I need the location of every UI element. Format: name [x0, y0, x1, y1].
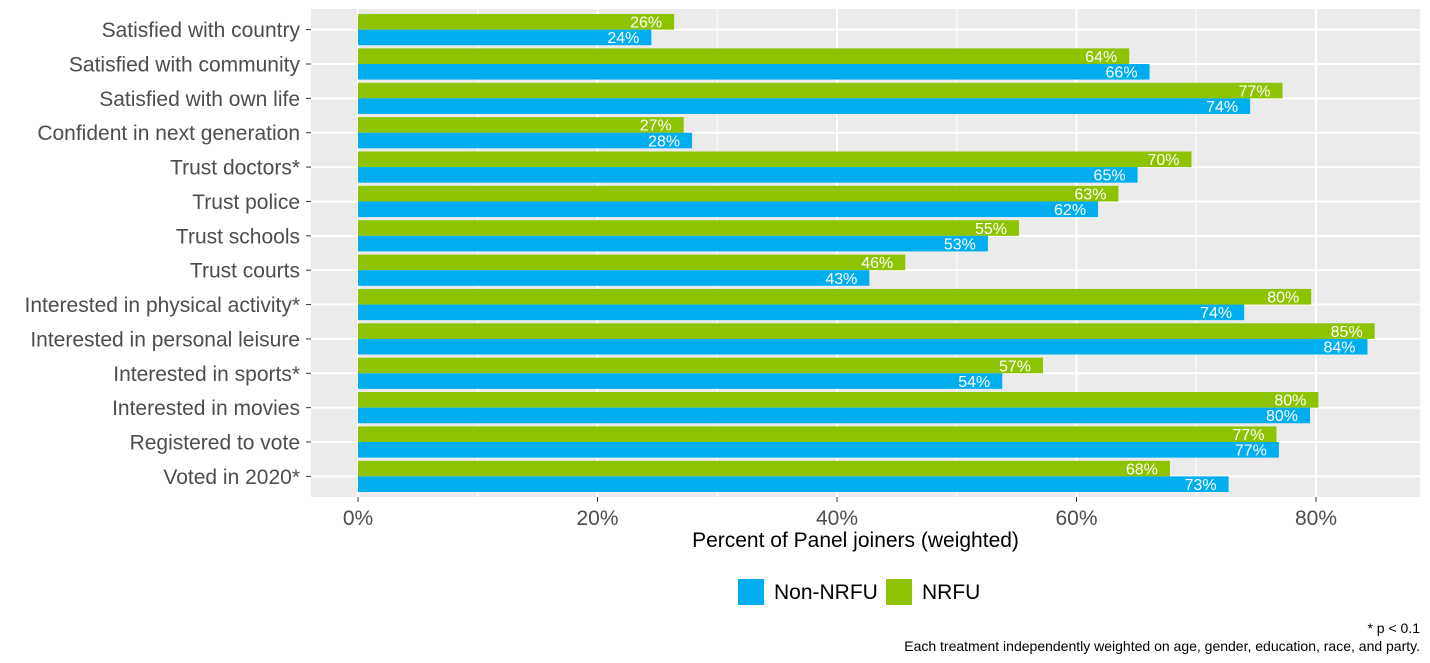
bar-non-nrfu [358, 407, 1311, 424]
bar-nrfu [358, 48, 1130, 64]
category-label: Interested in movies [112, 397, 300, 420]
category-label: Interested in personal leisure [30, 328, 300, 351]
bar-non-nrfu [358, 201, 1099, 218]
bar-nrfu [358, 82, 1283, 99]
bar-label-nrfu: 26% [630, 15, 662, 32]
caption: * p < 0.1 Each treatment independently we… [904, 620, 1420, 654]
caption-line: Each treatment independently weighted on… [904, 638, 1420, 654]
category-label: Trust police [192, 191, 300, 214]
category-label: Confident in next generation [37, 122, 300, 145]
bar-non-nrfu [358, 29, 652, 46]
bar-label-non-nrfu: 54% [958, 374, 990, 391]
bar-non-nrfu [358, 63, 1150, 80]
bar-label-nrfu: 46% [861, 255, 893, 272]
category-label: Satisfied with country [102, 19, 301, 42]
category-label: Trust doctors* [170, 157, 300, 180]
bar-label-nrfu: 64% [1085, 49, 1117, 66]
category-label: Interested in physical activity* [25, 294, 300, 317]
bars-group [358, 14, 1375, 492]
bar-non-nrfu [358, 476, 1229, 492]
bar-label-nrfu: 55% [975, 221, 1007, 238]
bar-non-nrfu [358, 304, 1245, 321]
y-axis: Satisfied with country Satisfied with com… [25, 19, 311, 489]
bar-nrfu [358, 151, 1192, 168]
x-tick-label: 0% [343, 507, 373, 530]
legend-label: NRFU [922, 581, 980, 604]
legend-key [738, 579, 764, 605]
category-label: Satisfied with own life [99, 88, 300, 111]
bar-nrfu [358, 426, 1277, 443]
bar-label-non-nrfu: 24% [607, 30, 639, 47]
bar-non-nrfu [358, 167, 1138, 183]
category-label: Registered to vote [130, 432, 300, 455]
bar-nrfu [358, 185, 1119, 202]
x-tick-label: 40% [816, 507, 858, 530]
bar-label-nrfu: 57% [999, 358, 1031, 375]
category-label: Interested in sports* [113, 363, 300, 386]
bar-label-non-nrfu: 73% [1185, 477, 1217, 494]
x-tick-label: 80% [1295, 507, 1337, 530]
bar-label-non-nrfu: 84% [1323, 340, 1355, 357]
legend-label: Non-NRFU [774, 581, 878, 604]
legend: Non-NRFU NRFU [738, 579, 980, 605]
bar-non-nrfu [358, 235, 988, 252]
bar-label-non-nrfu: 74% [1206, 99, 1238, 116]
bar-non-nrfu [358, 442, 1279, 458]
bar-nrfu [358, 460, 1170, 477]
category-label: Voted in 2020* [163, 466, 300, 489]
bar-label-nrfu: 80% [1274, 393, 1306, 410]
bar-label-nrfu: 77% [1232, 427, 1264, 444]
bar-label-nrfu: 85% [1331, 324, 1363, 341]
bar-nrfu [358, 392, 1319, 408]
bar-non-nrfu [358, 373, 1003, 389]
bar-non-nrfu [358, 338, 1368, 355]
bar-nrfu [358, 357, 1043, 374]
category-label: Trust schools [176, 225, 300, 248]
bar-label-non-nrfu: 74% [1200, 305, 1232, 322]
bar-label-non-nrfu: 80% [1266, 408, 1298, 425]
bar-nrfu [358, 14, 675, 30]
bar-nrfu [358, 288, 1312, 305]
bar-label-non-nrfu: 28% [648, 133, 680, 150]
bar-label-non-nrfu: 43% [825, 271, 857, 288]
category-label: Satisfied with community [69, 53, 301, 76]
bar-label-non-nrfu: 62% [1054, 202, 1086, 219]
bar-label-non-nrfu: 77% [1235, 443, 1267, 460]
bar-label-non-nrfu: 53% [944, 236, 976, 253]
bar-label-non-nrfu: 66% [1106, 65, 1138, 82]
x-axis-title: Percent of Panel joiners (weighted) [692, 529, 1019, 552]
category-label: Trust courts [190, 260, 300, 283]
bar-label-nrfu: 70% [1147, 152, 1179, 169]
caption-line: * p < 0.1 [1367, 620, 1420, 636]
legend-key [886, 579, 912, 605]
bar-nrfu [358, 254, 906, 271]
bar-label-nrfu: 77% [1238, 83, 1270, 100]
bar-nrfu [358, 323, 1375, 339]
bar-label-nrfu: 27% [640, 118, 672, 135]
bar-label-non-nrfu: 65% [1094, 168, 1126, 185]
x-tick-label: 20% [576, 507, 618, 530]
bar-labels-group: 26%24%64%66%77%74%27%28%70%65%63%62%55%5… [607, 15, 1362, 494]
bar-nrfu [358, 117, 684, 133]
bar-non-nrfu [358, 270, 870, 286]
bar-non-nrfu [358, 98, 1251, 114]
bar-label-nrfu: 80% [1267, 290, 1299, 307]
bar-non-nrfu [358, 132, 693, 149]
x-axis: 0% 20% 40% 60% 80% [343, 497, 1337, 530]
bar-label-nrfu: 68% [1126, 461, 1158, 478]
x-tick-label: 60% [1055, 507, 1097, 530]
bar-nrfu [358, 220, 1020, 236]
bar-label-nrfu: 63% [1074, 186, 1106, 203]
